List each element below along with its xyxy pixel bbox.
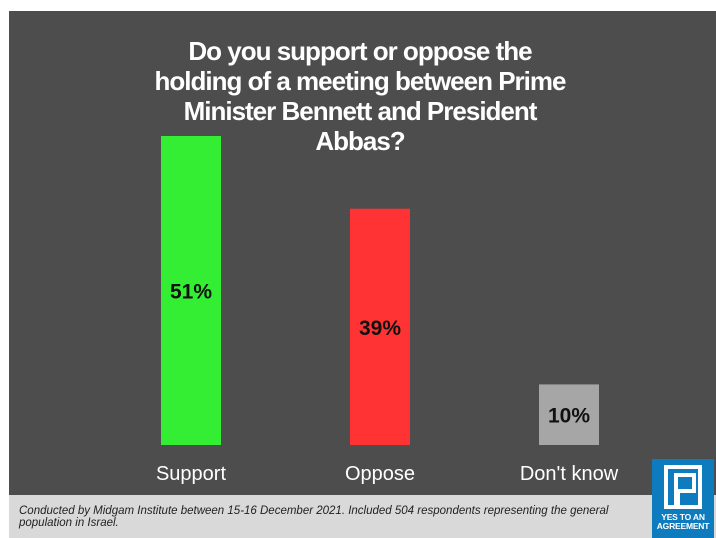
chart-title: Do you support or oppose the holding of … (154, 36, 567, 156)
data-label: 51% (170, 281, 212, 304)
category-label: Support (156, 463, 226, 485)
source-footnote: Conducted by Midgam Institute between 15… (19, 505, 609, 529)
logo-mark-icon (664, 465, 702, 509)
category-label: Don't know (520, 463, 619, 485)
footer-bar: Conducted by Midgam Institute between 15… (9, 495, 716, 538)
yes-to-an-agreement-logo: YES TO AN AGREEMENT (652, 459, 714, 538)
category-label: Oppose (345, 463, 415, 485)
data-label: 39% (359, 317, 401, 340)
bar-oppose (350, 208, 410, 445)
bar-support (161, 136, 221, 445)
bar-don-t-know (539, 384, 599, 445)
data-label: 10% (548, 405, 590, 428)
logo-text: YES TO AN AGREEMENT (656, 512, 710, 531)
